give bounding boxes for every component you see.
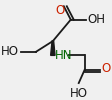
Text: O: O: [55, 4, 64, 17]
Text: OH: OH: [88, 13, 106, 26]
Text: HO: HO: [1, 45, 19, 58]
Text: HO: HO: [70, 87, 88, 100]
Text: O: O: [102, 62, 111, 75]
Text: HN: HN: [55, 49, 73, 62]
Polygon shape: [51, 41, 55, 55]
